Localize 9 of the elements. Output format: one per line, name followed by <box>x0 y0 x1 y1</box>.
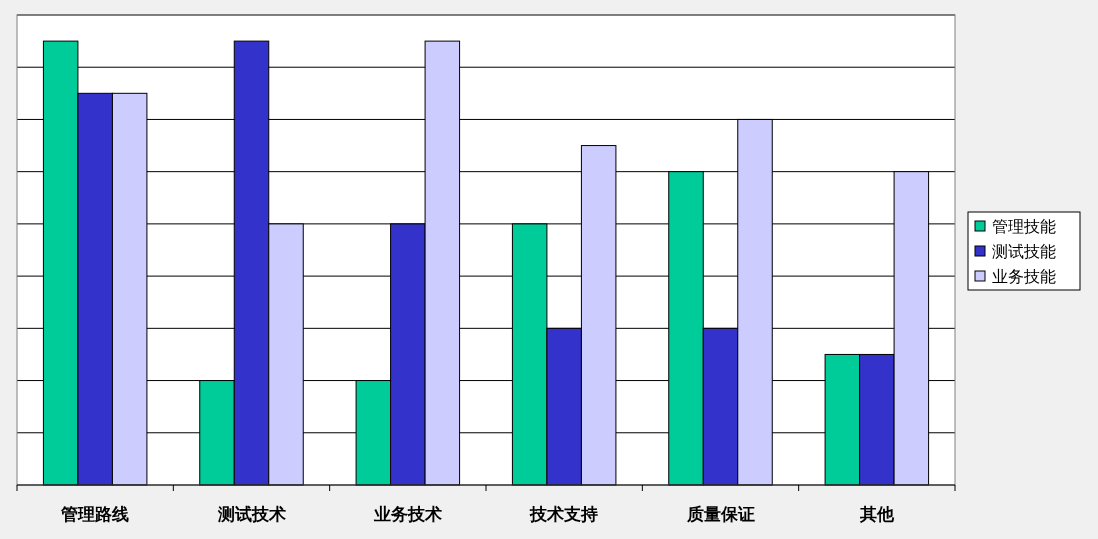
x-tick-label: 测试技术 <box>216 504 286 524</box>
x-tick-label: 质量保证 <box>685 504 755 524</box>
x-tick-label: 技术支持 <box>529 504 599 524</box>
legend-label: 业务技能 <box>992 267 1056 286</box>
legend-label: 管理技能 <box>992 217 1056 236</box>
legend-label: 测试技能 <box>992 242 1056 261</box>
x-tick-label: 管理路线 <box>60 504 130 524</box>
x-tick-label: 业务技术 <box>372 504 442 524</box>
x-tick-label: 其他 <box>858 504 895 524</box>
